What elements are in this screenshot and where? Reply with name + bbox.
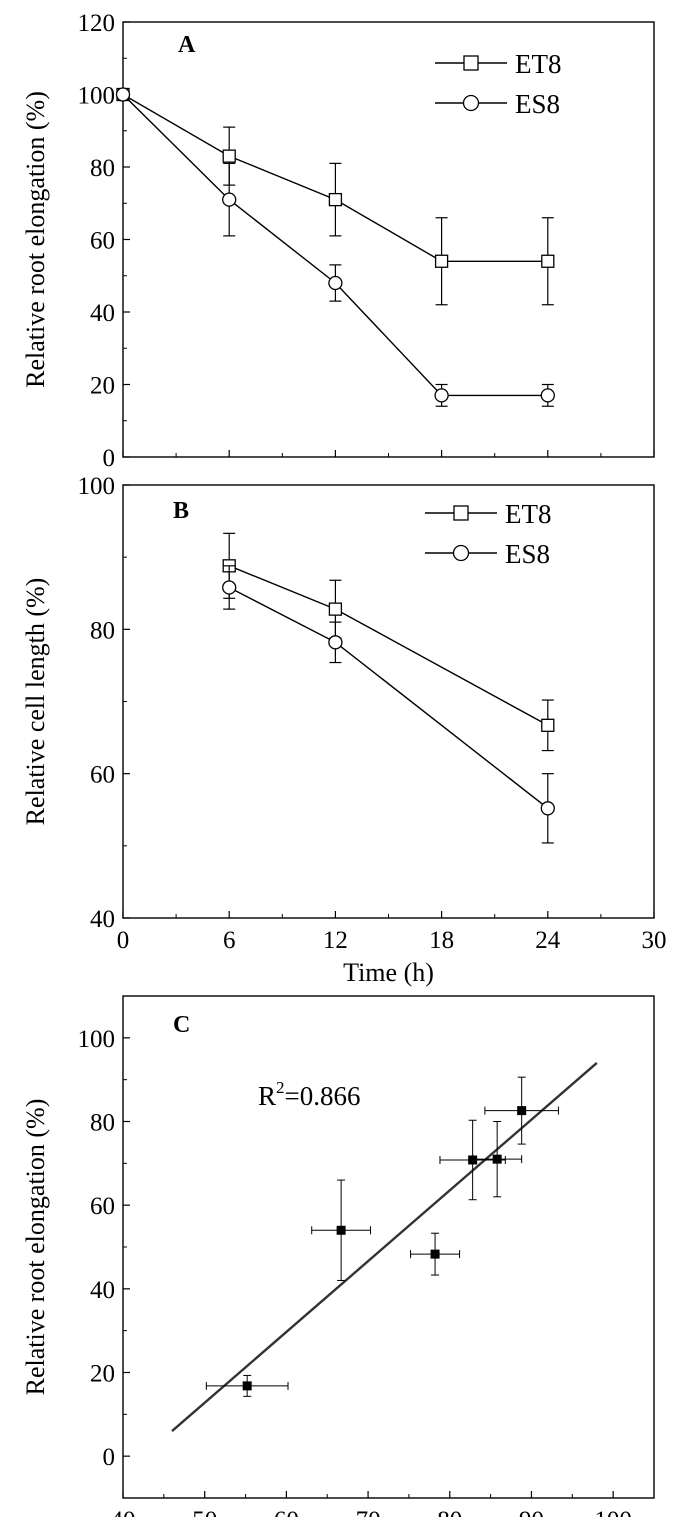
panel-c-x-tick-label: 70 (356, 1507, 381, 1517)
panel-c-label: C (173, 1012, 190, 1038)
panel-a-et8-legend-label: ET8 (515, 49, 562, 79)
panel-c-frame (122, 995, 655, 1499)
panel-c-y-axis-label: Relative root elongation (%) (21, 1099, 50, 1396)
panel-a-y-tick-label: 20 (90, 373, 115, 400)
panel-a-et8-point (434, 254, 449, 268)
panel-b-x-tick-label: 6 (223, 927, 236, 954)
panel-b-x-tick-label: 18 (429, 927, 454, 954)
panel-a-label: A (178, 32, 196, 58)
panel-b-es8-point (222, 580, 237, 595)
panel-a-y-tick-label: 60 (90, 228, 115, 255)
panel-b-x-tick-label: 12 (323, 927, 348, 954)
panel-c-point (430, 1249, 440, 1259)
panel-c-y-tick-label: 100 (78, 1026, 116, 1053)
panel-b-et8-point (541, 718, 555, 732)
panel-b-frame (122, 484, 655, 919)
panel-a-es8-legend-marker (462, 94, 480, 112)
panel-b-label: B (173, 498, 189, 524)
panel-c-x-tick-label: 90 (519, 1507, 544, 1517)
panel-c-y-tick-label: 40 (90, 1277, 115, 1304)
panel-a-es8-point (328, 275, 343, 291)
panel-b-et8-point (328, 602, 343, 616)
panel-a-es8-point (540, 388, 555, 403)
panel-a-es8-point (434, 388, 449, 403)
panel-b-y-tick-label: 80 (90, 617, 115, 644)
panel-b-y-tick-label: 100 (78, 473, 116, 500)
panel-a-y-tick-label: 40 (90, 300, 115, 327)
panel-b-y-tick-label: 60 (90, 762, 115, 789)
panel-b-x-tick-label: 24 (535, 927, 561, 954)
panel-a-es8-point (222, 192, 237, 207)
panel-b-et8-legend-marker (453, 505, 469, 521)
panel-a-y-tick-label: 80 (90, 155, 115, 182)
r2-base: R (258, 1081, 276, 1111)
panel-b-es8-legend-label: ES8 (505, 539, 550, 569)
panel-b-es8-legend-marker (452, 544, 470, 562)
panel-a-frame (122, 21, 655, 458)
panel-b-et8-line (228, 565, 549, 726)
panel-c-y-tick-label: 80 (90, 1110, 115, 1137)
r2-sup: 2 (276, 1078, 285, 1097)
panel-b-x-axis-label: Time (h) (343, 958, 434, 987)
panel-b-y-axis-label: Relative cell length (%) (21, 578, 50, 826)
panel-a-et8-legend-marker (463, 55, 479, 71)
panel-c-x-tick-label: 40 (111, 1507, 136, 1517)
panel-c-point (517, 1106, 527, 1116)
panel-a-et8-point (222, 149, 236, 163)
panel-a-et8-point (328, 192, 343, 207)
panel-a-et8-point (541, 254, 555, 268)
panel-c-point (242, 1381, 252, 1391)
panel-a-es8-line (122, 94, 548, 397)
panel-b-x-tick-label: 0 (117, 927, 130, 954)
panel-c-r2-annotation: R2=0.866 (258, 1078, 361, 1111)
r2-value: =0.866 (285, 1081, 361, 1111)
panel-a-y-tick-label: 120 (78, 10, 116, 37)
panel-a-y-tick-label: 0 (103, 445, 116, 472)
panel-a-es8-legend-label: ES8 (515, 89, 560, 119)
panel-c-x-tick-label: 60 (274, 1507, 299, 1517)
panel-c-x-tick-label: 80 (437, 1507, 462, 1517)
panel-a-y-axis-label: Relative root elongation (%) (21, 91, 50, 388)
panel-c-point (492, 1154, 502, 1164)
panel-b-x-tick-label: 30 (642, 927, 667, 954)
panel-c-x-tick-label: 100 (594, 1507, 632, 1517)
panel-b-et8-legend-label: ET8 (505, 499, 552, 529)
panel-c-point (336, 1225, 346, 1235)
panel-c-y-tick-label: 60 (90, 1193, 115, 1220)
panel-c-y-tick-label: 0 (103, 1444, 116, 1471)
panel-b-y-tick-label: 40 (90, 906, 115, 933)
panel-a-es8-point (115, 87, 131, 102)
panel-b-es8-line (228, 586, 549, 809)
panel-b-es8-point (540, 801, 555, 816)
panel-c-x-tick-label: 50 (192, 1507, 217, 1517)
panel-c-y-tick-label: 20 (90, 1361, 115, 1388)
panel-b-es8-point (328, 635, 343, 650)
panel-a-y-tick-label: 100 (78, 83, 116, 110)
panel-c-fit-line (171, 1062, 598, 1432)
